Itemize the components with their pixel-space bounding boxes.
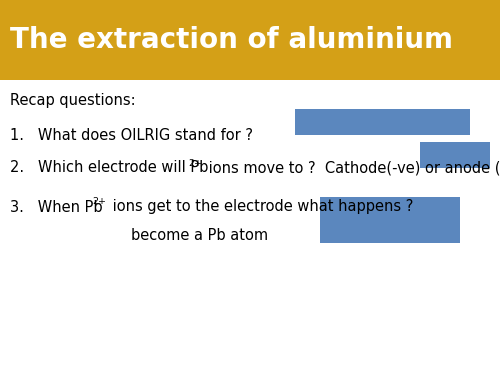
Text: 2.   Which electrode will Pb: 2. Which electrode will Pb xyxy=(10,160,208,176)
Text: 2+: 2+ xyxy=(92,198,106,207)
Text: ions get to the electrode what happens ?: ions get to the electrode what happens ? xyxy=(108,200,414,214)
Bar xyxy=(320,197,460,243)
Text: Recap questions:: Recap questions: xyxy=(10,93,136,108)
Text: 1.   What does OILRIG stand for ?: 1. What does OILRIG stand for ? xyxy=(10,128,253,142)
Bar xyxy=(295,109,470,135)
Text: become a Pb atom: become a Pb atom xyxy=(132,228,268,243)
Text: ions move to ?  Cathode(-ve) or anode (+ve) ?: ions move to ? Cathode(-ve) or anode (+v… xyxy=(204,160,500,176)
Bar xyxy=(0,0,500,80)
Text: The extraction of aluminium: The extraction of aluminium xyxy=(10,26,453,54)
Text: 3.   When Pb: 3. When Pb xyxy=(10,200,102,214)
Text: 2+: 2+ xyxy=(188,159,202,168)
Bar xyxy=(420,142,490,168)
